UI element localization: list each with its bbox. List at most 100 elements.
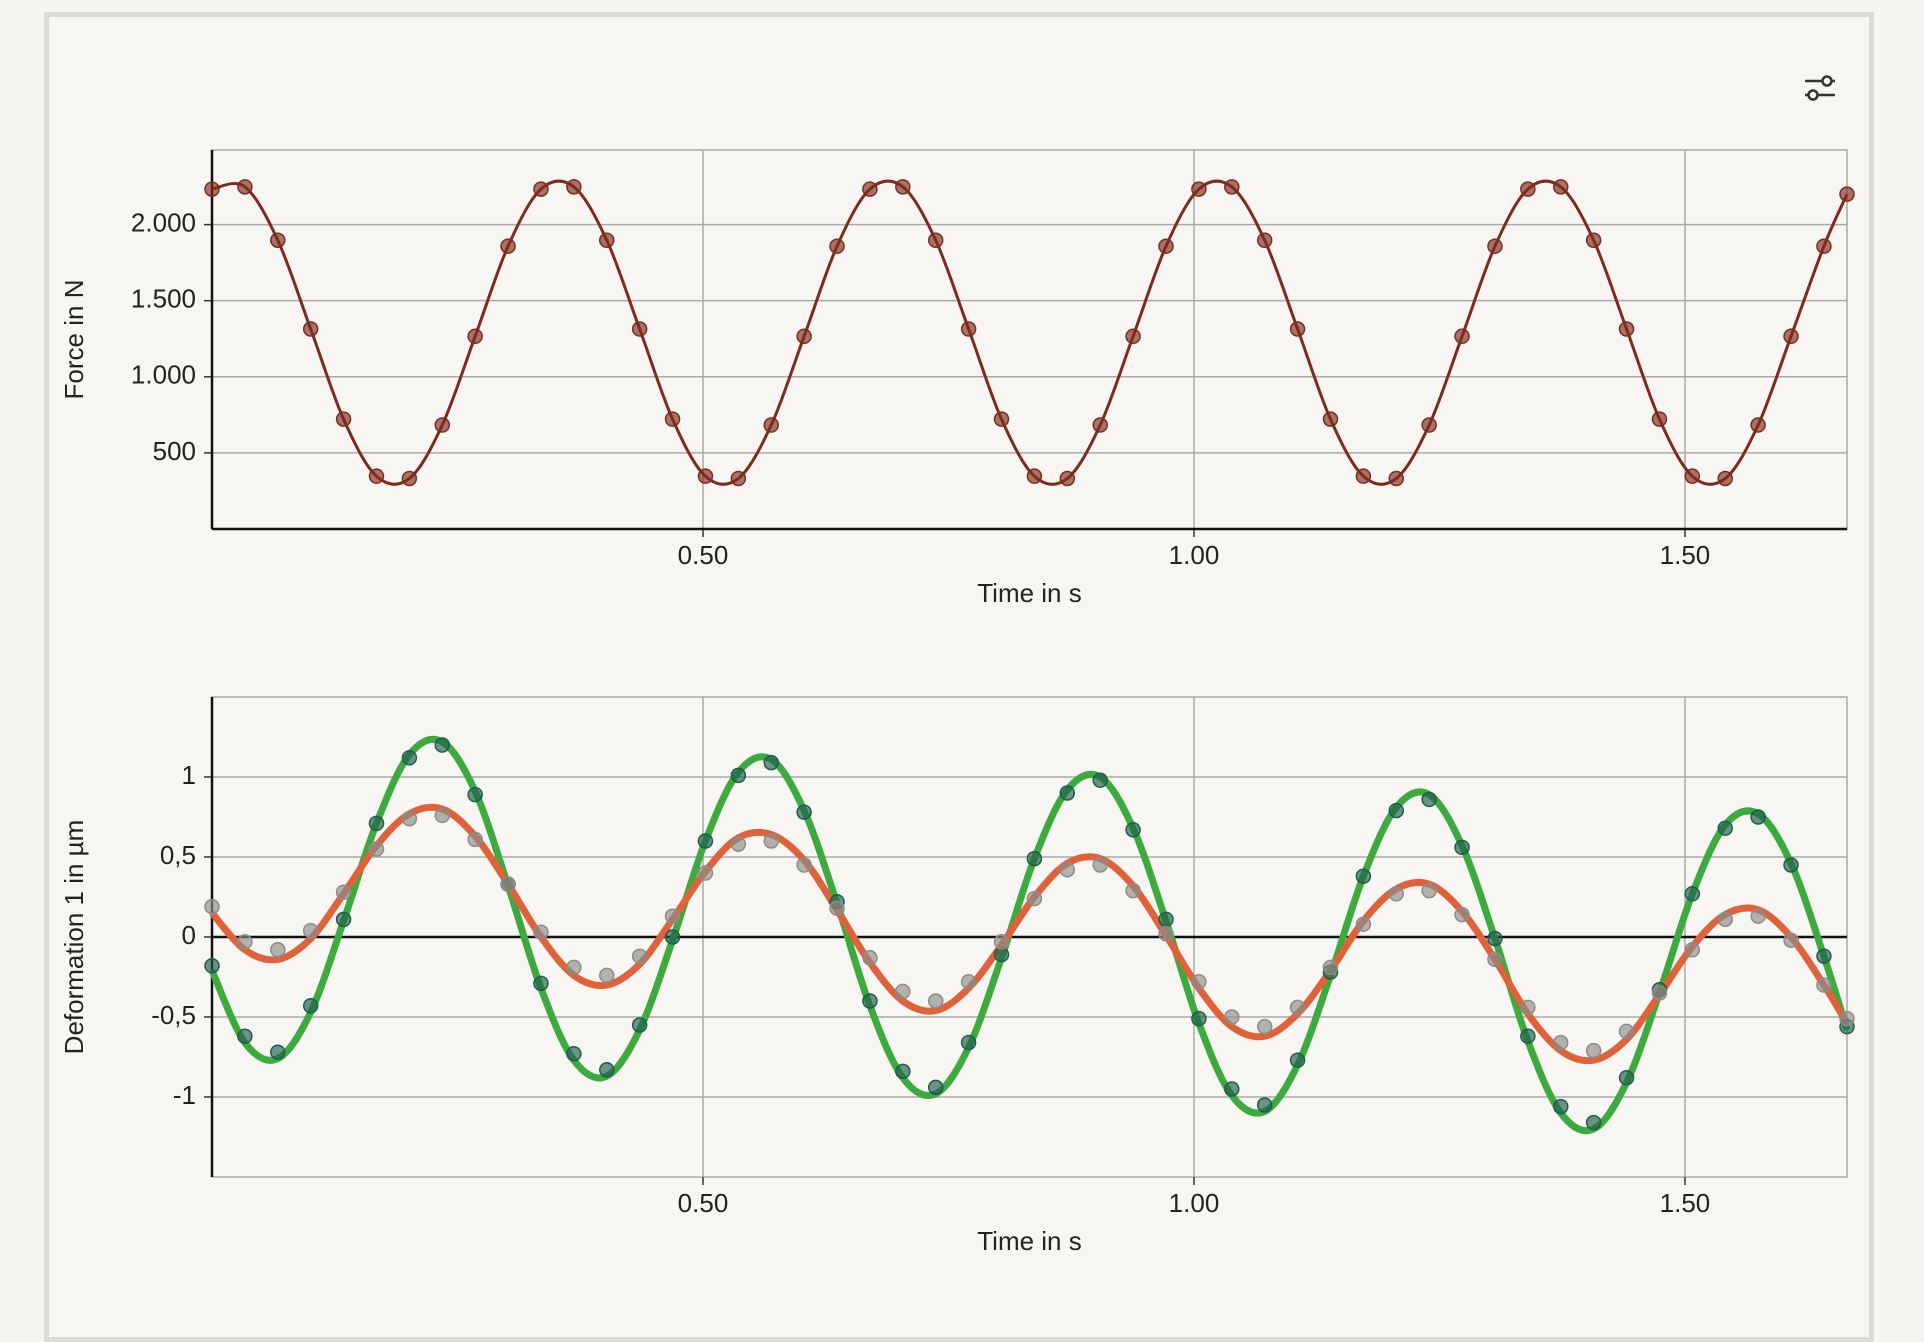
data-point <box>599 1062 615 1078</box>
data-point <box>1618 321 1635 337</box>
y-axis-title: Force in N <box>59 280 89 400</box>
x-axis-title: Time in s <box>977 1226 1082 1256</box>
data-point <box>895 983 911 1000</box>
data-point <box>1454 328 1470 345</box>
data-point <box>1191 1010 1207 1027</box>
data-point <box>566 1046 582 1062</box>
data-point <box>335 911 352 928</box>
y-tick-label: 1.500 <box>131 284 196 314</box>
y-axis-title: Deformation 1 in µm <box>59 820 89 1055</box>
data-point <box>993 934 1010 950</box>
data-point <box>1750 417 1766 433</box>
data-point <box>1553 179 1569 195</box>
data-point <box>467 786 483 803</box>
data-point <box>1158 926 1174 942</box>
data-point <box>1585 1042 1602 1059</box>
x-tick-label: 1.50 <box>1660 1188 1711 1218</box>
data-point <box>1158 911 1174 928</box>
data-point <box>993 411 1010 427</box>
data-point <box>1092 772 1108 788</box>
data-point <box>1651 411 1668 427</box>
data-line <box>208 735 1851 1135</box>
x-tick-label: 1.00 <box>1169 540 1220 570</box>
data-point <box>1158 238 1174 254</box>
data-point <box>1388 886 1405 902</box>
data-point <box>1092 857 1108 873</box>
data-point <box>533 924 549 940</box>
data-point <box>763 754 779 771</box>
data-point <box>1059 470 1076 487</box>
y-tick-label: 2.000 <box>131 207 196 237</box>
data-point <box>237 1028 253 1044</box>
data-point <box>1256 1018 1273 1035</box>
data-point <box>664 411 681 427</box>
x-axis-title: Time in s <box>977 578 1082 608</box>
data-point <box>1289 1052 1306 1068</box>
data-point <box>1421 417 1437 433</box>
data-point <box>730 767 747 784</box>
data-point <box>631 321 648 337</box>
data-point <box>204 898 220 915</box>
data-point <box>1816 238 1832 254</box>
data-point <box>1355 468 1372 484</box>
data-point <box>500 876 516 892</box>
x-tick-label: 1.50 <box>1660 540 1711 570</box>
chart: -1 -0,5 0 0,5 1 0.50 1.00 1.50 Time in s Deformat… <box>59 696 1855 1256</box>
data-point <box>730 470 747 487</box>
data-point <box>1839 1010 1855 1027</box>
data-point <box>1487 238 1503 254</box>
y-tick-label: 0,5 <box>160 840 196 870</box>
data-point <box>862 181 878 197</box>
data-point <box>1224 179 1240 195</box>
slider-knob <box>1807 89 1819 101</box>
data-point <box>1191 974 1207 990</box>
data-point <box>1585 1114 1602 1131</box>
data-point <box>368 468 385 484</box>
data-point <box>1717 470 1733 487</box>
data-point <box>993 946 1010 963</box>
data-point <box>434 737 451 753</box>
data-point <box>1553 1034 1569 1051</box>
data-point <box>1750 809 1766 825</box>
data-point <box>368 841 385 857</box>
data-point <box>829 900 845 916</box>
data-point <box>960 321 977 337</box>
x-tick-label: 1.00 <box>1169 1188 1220 1218</box>
data-point <box>401 470 418 487</box>
y-tick-label: -1 <box>173 1080 196 1110</box>
data-point <box>533 975 549 992</box>
data-point <box>862 950 878 966</box>
data-point <box>1256 232 1273 249</box>
data-point <box>270 232 286 249</box>
data-point <box>1717 911 1733 928</box>
settings-button[interactable] <box>1805 75 1835 101</box>
data-point <box>1783 328 1799 345</box>
data-point <box>1783 932 1799 948</box>
slider-knob <box>1821 75 1833 87</box>
data-point <box>1289 999 1306 1016</box>
data-point <box>237 179 253 195</box>
data-point <box>1816 948 1832 964</box>
data-point <box>335 411 352 427</box>
data-point <box>270 942 286 958</box>
data-point <box>1454 839 1470 856</box>
data-point <box>631 1017 648 1033</box>
y-tick-label: 0 <box>182 920 196 950</box>
data-point <box>1256 1097 1273 1113</box>
y-tick-label: 1 <box>182 760 196 790</box>
data-point <box>1026 890 1043 907</box>
data-point <box>895 179 911 195</box>
x-tick-label: 0.50 <box>678 1188 729 1218</box>
data-point <box>599 967 615 984</box>
data-point <box>1618 1023 1635 1040</box>
data-point <box>1520 181 1536 197</box>
y-tick-label: 500 <box>153 436 196 466</box>
data-point <box>500 238 516 254</box>
data-point <box>1355 868 1372 884</box>
data-line <box>209 803 1851 1065</box>
data-point <box>1322 959 1339 976</box>
x-tick-label: 0.50 <box>678 540 729 570</box>
data-point <box>1454 906 1470 923</box>
